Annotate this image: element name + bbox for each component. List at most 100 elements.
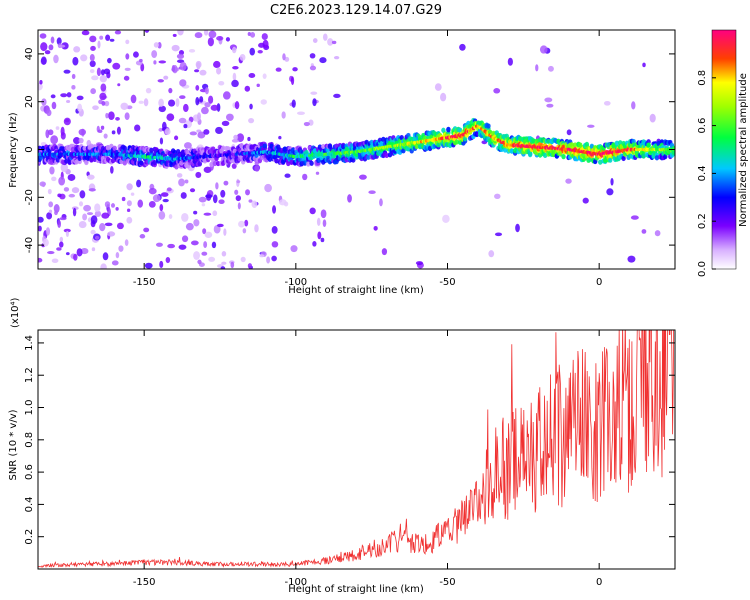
spectrogram-noise-cell [99, 35, 104, 40]
spectrogram-noise-cell [231, 46, 237, 54]
spectrogram-noise-cell [216, 67, 222, 75]
colorbar-label: Normalized spectral amplitude [738, 73, 749, 227]
spectrogram-ridge-cell [589, 143, 595, 149]
spectrogram-ridge-cell [561, 154, 566, 160]
spectrogram-ridge-cell [267, 156, 273, 162]
spectrogram-noise-cell [107, 231, 116, 237]
spectrogram-noise-cell [89, 53, 95, 62]
spectrogram-noise-cell [58, 44, 66, 48]
spectrogram-noise-cell [194, 32, 203, 39]
spectrogram-noise-cell [162, 121, 167, 131]
snr-y-tick-label: 1.2 [24, 367, 35, 383]
spectrogram-noise-cell [168, 87, 173, 94]
spectrogram-noise-cell [281, 111, 286, 119]
spectrogram-ridge-cell [457, 127, 463, 133]
spectrogram-noise-cell [111, 260, 119, 266]
spectrogram-noise-cell [103, 68, 111, 75]
spectrogram-noise-cell [48, 201, 54, 208]
spectrogram-ridge-cell [49, 159, 54, 165]
spectrogram-noise-cell [126, 216, 133, 224]
spectrogram-noise-cell [642, 62, 646, 68]
colorbar: 0.0 0.2 0.4 0.6 0.8 Normalized spectral ampl… [697, 29, 749, 277]
spectrogram-noise-cell [83, 204, 92, 212]
spectrogram-x-tick-label: -150 [133, 277, 156, 288]
spectrogram-noise-cell [63, 69, 71, 74]
spectrogram-ridge-cell [546, 138, 551, 145]
chart-title: C2E6.2023.129.14.07.G29 [270, 3, 442, 18]
spectrogram-noise-cell [167, 243, 175, 249]
spectrogram-ridge-cell [573, 142, 578, 148]
spectrogram-noise-cell [130, 94, 137, 104]
spectrogram-ridge-cell [82, 145, 87, 151]
spectrogram-noise-cell [159, 204, 164, 212]
spectrogram-noise-cell [231, 79, 239, 88]
colorbar-gradient [711, 29, 737, 270]
spectrogram-noise-cell [290, 76, 295, 86]
spectrogram-ridge-cell [110, 158, 116, 164]
spectrogram-noise-cell [203, 129, 210, 135]
spectrogram-noise-cell [89, 69, 95, 74]
snr-x-tick-label: -150 [133, 577, 156, 588]
spectrogram-noise-cell [221, 120, 230, 127]
spectrogram-noise-cell [234, 189, 239, 195]
spectrogram-noise-cell [183, 142, 192, 149]
spectrogram-ridge-cell [215, 160, 221, 167]
spectrogram-noise-cell [158, 105, 166, 113]
spectrogram-noise-cell [247, 263, 253, 269]
spectrogram-ridge-cell [220, 145, 226, 151]
spectrogram-noise-cell [157, 79, 164, 83]
spectrogram-noise-cell [544, 97, 553, 103]
spectrogram-noise-cell [100, 125, 105, 130]
spectrogram-ridge-cell [366, 154, 371, 160]
spectrogram-ridge-cell [381, 136, 386, 142]
spectrogram-noise-cell [110, 166, 114, 174]
spectrogram-noise-cell [126, 183, 133, 191]
spectrogram-noise-cell [185, 222, 194, 231]
spectrogram-noise-cell [197, 259, 202, 265]
spectrogram-noise-cell [60, 93, 68, 98]
spectrogram-noise-cell [72, 207, 77, 217]
spectrogram-ridge-cell [185, 149, 191, 156]
spectrogram-noise-cell [180, 192, 187, 199]
spectrogram-noise-cell [166, 187, 172, 192]
spectrogram-noise-cell [174, 135, 179, 141]
spectrogram-noise-cell [309, 207, 316, 215]
spectrogram-noise-cell [63, 187, 70, 192]
spectrogram-ridge-cell [70, 146, 76, 152]
spectrogram-noise-cell [81, 30, 90, 36]
spectrogram-x-label: Height of straight line (km) [288, 285, 424, 296]
colorbar-tick-label: 0.0 [697, 261, 708, 277]
spectrogram-noise-cell [105, 34, 111, 41]
spectrogram-noise-cell [237, 202, 241, 210]
spectrogram-noise-cell [333, 56, 340, 60]
spectrogram-noise-cell [124, 67, 131, 71]
snr-x-tick-label: -100 [284, 577, 307, 588]
spectrogram-noise-cell [183, 103, 189, 113]
spectrogram-ridge-cell [654, 155, 660, 161]
spectrogram-noise-cell [256, 83, 260, 88]
snr-y-tick-label: 0.6 [24, 464, 35, 480]
spectrogram-noise-cell [204, 102, 211, 108]
spectrogram-noise-cell [310, 91, 318, 95]
spectrogram-noise-cell [488, 250, 495, 258]
spectrogram-ridge-cell [152, 159, 157, 166]
spectrogram-y-tick-label: -40 [24, 237, 35, 253]
spectrogram-noise-cell [39, 80, 43, 85]
spectrogram-noise-cell [71, 84, 76, 90]
spectrogram-noise-cell [67, 174, 76, 181]
spectrogram-noise-cell [44, 50, 51, 55]
spectrogram-noise-cell [221, 261, 227, 265]
spectrogram-noise-cell [115, 206, 119, 211]
spectrogram-noise-cell [38, 82, 43, 91]
spectrogram-noise-cell [125, 53, 130, 60]
spectrogram-noise-cell [58, 176, 66, 186]
spectrogram-noise-cell [63, 228, 71, 233]
spectrogram-noise-cell [105, 112, 109, 119]
spectrogram-noise-cell [231, 138, 239, 143]
spectrogram-ridge-cell [306, 161, 311, 167]
spectrogram-noise-cell [41, 182, 46, 188]
spectrogram-noise-cell [260, 99, 267, 105]
spectrogram-noise-cell [39, 33, 47, 39]
spectrogram-noise-cell [197, 131, 206, 139]
spectrogram-noise-cell [266, 256, 271, 264]
